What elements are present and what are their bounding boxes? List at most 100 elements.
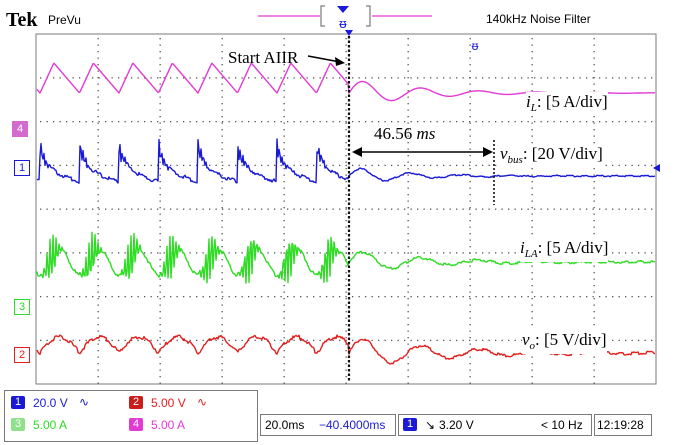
- channel-readout-panel[interactable]: 1 20.0 V ∿ 2 5.00 V ∿ 3 5.00 A 4 5.00 A: [4, 390, 258, 442]
- grid-dot: [469, 369, 471, 371]
- grid-dot: [53, 208, 55, 210]
- trigger-frequency: < 10 Hz: [541, 418, 583, 432]
- grid-dot: [159, 298, 161, 300]
- grid-dot: [407, 142, 409, 144]
- grid-dot: [159, 356, 161, 358]
- grid-dot: [293, 77, 295, 79]
- grid-dot: [469, 90, 471, 92]
- grid-dot: [417, 339, 419, 342]
- grid-dot: [306, 252, 308, 254]
- grid-dot: [283, 148, 285, 150]
- grid-dot: [345, 233, 347, 235]
- grid-dot: [469, 311, 471, 313]
- grid-dot: [495, 77, 497, 79]
- grid-dot: [651, 164, 653, 167]
- grid-dot: [159, 142, 161, 144]
- grid-dot: [163, 208, 165, 210]
- grid-dot: [254, 339, 256, 342]
- ch4-level-marker[interactable]: 4: [12, 121, 28, 137]
- grid-dot: [345, 246, 347, 248]
- grid-dot: [407, 226, 409, 228]
- grid-dot: [469, 330, 471, 332]
- grid-dot: [345, 339, 347, 342]
- grid-dot: [228, 296, 230, 298]
- grid-dot: [111, 164, 113, 167]
- grid-dot: [124, 121, 126, 123]
- grid-dot: [407, 259, 409, 261]
- grid-dot: [593, 376, 595, 378]
- grid-dot: [605, 208, 607, 210]
- grid-dot: [599, 121, 601, 123]
- ch3-level-marker[interactable]: 3: [14, 299, 30, 315]
- grid-dot: [345, 103, 347, 105]
- grid-dot: [573, 208, 575, 210]
- grid-dot: [150, 164, 152, 167]
- grid-dot: [345, 272, 347, 274]
- grid-dot: [79, 252, 81, 254]
- grid-dot: [540, 208, 542, 210]
- grid-dot: [131, 208, 133, 210]
- grid-dot: [531, 77, 533, 79]
- grid-dot: [625, 164, 627, 167]
- grid-dot: [469, 181, 471, 183]
- grid-dot: [469, 164, 471, 167]
- grid-dot: [462, 296, 464, 298]
- grid-dot: [283, 155, 285, 157]
- grid-dot: [469, 272, 471, 274]
- grid-dot: [283, 207, 285, 209]
- grid-dot: [345, 220, 347, 222]
- grid-dot: [599, 77, 601, 79]
- grid-dot: [144, 296, 146, 298]
- grid-dot: [283, 246, 285, 248]
- grid-dot: [371, 77, 373, 79]
- grid-dot: [159, 369, 161, 371]
- ch2-level-marker[interactable]: 2: [14, 347, 30, 363]
- grid-dot: [592, 296, 594, 298]
- grid-dot: [72, 339, 74, 342]
- grid-dot: [397, 296, 399, 298]
- grid-dot: [283, 200, 285, 202]
- trigger-panel[interactable]: 1 ↘ 3.20 V < 10 Hz: [398, 414, 592, 436]
- grid-dot: [98, 208, 100, 210]
- grid-dot: [176, 208, 178, 210]
- grid-dot: [221, 304, 223, 306]
- grid-dot: [462, 252, 464, 254]
- grid-dot: [111, 121, 113, 123]
- grid-dot: [159, 38, 161, 40]
- grid-dot: [482, 208, 484, 210]
- grid-dot: [283, 369, 285, 371]
- grid-dot: [531, 265, 533, 267]
- grid-dot: [221, 220, 223, 222]
- grid-dot: [423, 77, 425, 79]
- grid-dot: [300, 208, 302, 210]
- grid-dot: [475, 77, 477, 79]
- grid-dot: [293, 121, 295, 123]
- grid-dot: [159, 116, 161, 118]
- grid-dot: [449, 164, 451, 167]
- grid-dot: [159, 343, 161, 345]
- grid-dot: [183, 208, 185, 210]
- grid-dot: [209, 208, 211, 210]
- grid-dot: [531, 317, 533, 319]
- grid-dot: [407, 213, 409, 215]
- ch1-level-marker[interactable]: 1: [14, 160, 30, 176]
- timebase-panel[interactable]: 20.0ms −40.4000ms: [260, 414, 396, 436]
- grid-dot: [410, 208, 412, 210]
- grid-dot: [283, 252, 285, 254]
- grid-dot: [159, 311, 161, 313]
- grid-dot: [221, 44, 223, 46]
- grid-dot: [345, 376, 347, 378]
- grid-dot: [631, 252, 633, 254]
- grid-dot: [501, 252, 503, 254]
- grid-dot: [345, 161, 347, 163]
- grid-dot: [540, 121, 542, 123]
- grid-dot: [202, 339, 204, 342]
- grid-dot: [593, 311, 595, 313]
- grid-dot: [222, 296, 224, 298]
- grid-dot: [283, 44, 285, 46]
- grid-dot: [157, 208, 159, 210]
- grid-dot: [407, 220, 409, 222]
- grid-dot: [365, 164, 367, 167]
- grid-dot: [221, 207, 223, 209]
- grid-dot: [566, 77, 568, 79]
